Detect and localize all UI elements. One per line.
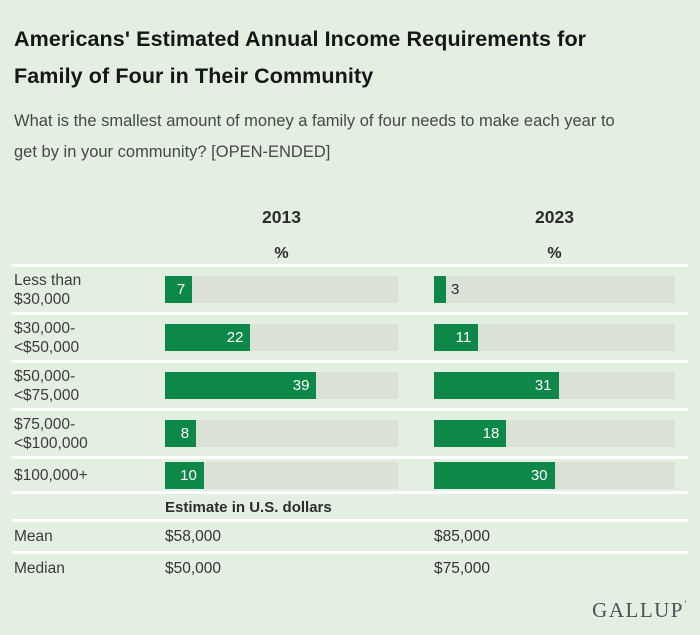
bar-fill-2023: 30 bbox=[434, 461, 555, 489]
row-divider bbox=[12, 264, 688, 267]
bar-fill-2013: 39 bbox=[165, 372, 317, 399]
bar-track-2023: 30 bbox=[434, 461, 675, 489]
gallup-logo: GALLUP’ bbox=[592, 598, 687, 622]
bar-row: $75,000- <$100,000 8 18 bbox=[14, 411, 700, 456]
median-2023: $75,000 bbox=[434, 559, 491, 577]
bar-track-2013: 10 bbox=[165, 461, 398, 489]
bar-track-2023: 11 bbox=[434, 324, 675, 351]
page-title: Americans' Estimated Annual Income Requi… bbox=[14, 27, 587, 88]
bar-rows: Less than $30,000 7 3 $30,000- <$50,000 22 11… bbox=[12, 264, 700, 491]
bar-track-2013: 7 bbox=[165, 276, 398, 303]
bar-value-label: 22 bbox=[226, 329, 244, 346]
footer: GALLUP’ bbox=[14, 598, 700, 623]
category-label: $100,000+ bbox=[14, 466, 88, 484]
median-2013: $50,000 bbox=[165, 559, 222, 577]
bar-value-label: 7 bbox=[176, 281, 186, 298]
bar-fill-2023: 31 bbox=[434, 372, 559, 399]
bar-value-label: 11 bbox=[455, 329, 472, 346]
bar-track-2013: 22 bbox=[165, 324, 398, 351]
stat-label-mean: Mean bbox=[14, 527, 53, 545]
bar-fill-2023 bbox=[434, 276, 447, 303]
row-divider bbox=[12, 408, 688, 411]
bar-track-2023: 31 bbox=[434, 372, 675, 399]
bar-value-label: 18 bbox=[482, 425, 500, 442]
bar-row: $30,000- <$50,000 22 11 bbox=[14, 315, 700, 360]
column-header-2013: 2013 bbox=[262, 207, 301, 227]
category-label: $30,000- <$50,000 bbox=[14, 319, 80, 356]
bar-fill-2013: 10 bbox=[165, 461, 204, 489]
column-headers: 2013 % 2023 % bbox=[14, 207, 700, 264]
stat-label-median: Median bbox=[14, 559, 65, 577]
bar-fill-2013: 8 bbox=[165, 420, 197, 447]
bar-row: $50,000- <$75,000 39 31 bbox=[14, 363, 700, 408]
percent-label-2023: % bbox=[547, 245, 562, 262]
bar-fill-2013: 22 bbox=[165, 324, 251, 351]
bar-value-label: 10 bbox=[180, 466, 197, 484]
bar-row: Less than $30,000 7 3 bbox=[14, 267, 700, 312]
row-divider bbox=[12, 312, 688, 315]
mean-2023: $85,000 bbox=[434, 527, 491, 545]
bar-fill-2013: 7 bbox=[165, 276, 193, 303]
mean-2013: $58,000 bbox=[165, 527, 222, 545]
estimate-header-row: Estimate in U.S. dollars bbox=[14, 494, 700, 519]
bar-track-2023: 18 bbox=[434, 420, 675, 447]
bar-track-2013: 39 bbox=[165, 372, 398, 399]
row-divider bbox=[12, 491, 688, 494]
bar-value-label: 8 bbox=[180, 425, 190, 442]
bar-row: $100,000+ 10 30 bbox=[14, 459, 700, 491]
column-header-2023: 2023 bbox=[535, 207, 574, 227]
percent-label-2013: % bbox=[274, 245, 289, 262]
category-label: Less than $30,000 bbox=[14, 271, 82, 308]
row-divider bbox=[12, 519, 688, 522]
category-label: $50,000- <$75,000 bbox=[14, 367, 80, 404]
row-divider bbox=[12, 360, 688, 363]
estimate-header: Estimate in U.S. dollars bbox=[165, 498, 332, 516]
bar-track-2013: 8 bbox=[165, 420, 398, 447]
survey-question: What is the smallest amount of money a f… bbox=[14, 112, 615, 161]
category-label: $75,000- <$100,000 bbox=[14, 415, 88, 452]
trademark-mark: ’ bbox=[684, 599, 687, 609]
bar-track-2023: 3 bbox=[434, 276, 675, 303]
bar-fill-2023: 11 bbox=[434, 324, 479, 351]
bar-value-label: 39 bbox=[292, 377, 310, 394]
bar-value-label: 3 bbox=[451, 281, 460, 298]
median-row: Median $50,000 $75,000 bbox=[14, 554, 700, 583]
row-divider bbox=[12, 551, 688, 554]
row-divider bbox=[12, 456, 688, 459]
bar-value-label: 31 bbox=[534, 377, 552, 394]
mean-row: Mean $58,000 $85,000 bbox=[14, 522, 700, 551]
bar-fill-2023: 18 bbox=[434, 420, 507, 447]
bar-value-label: 30 bbox=[530, 466, 548, 484]
